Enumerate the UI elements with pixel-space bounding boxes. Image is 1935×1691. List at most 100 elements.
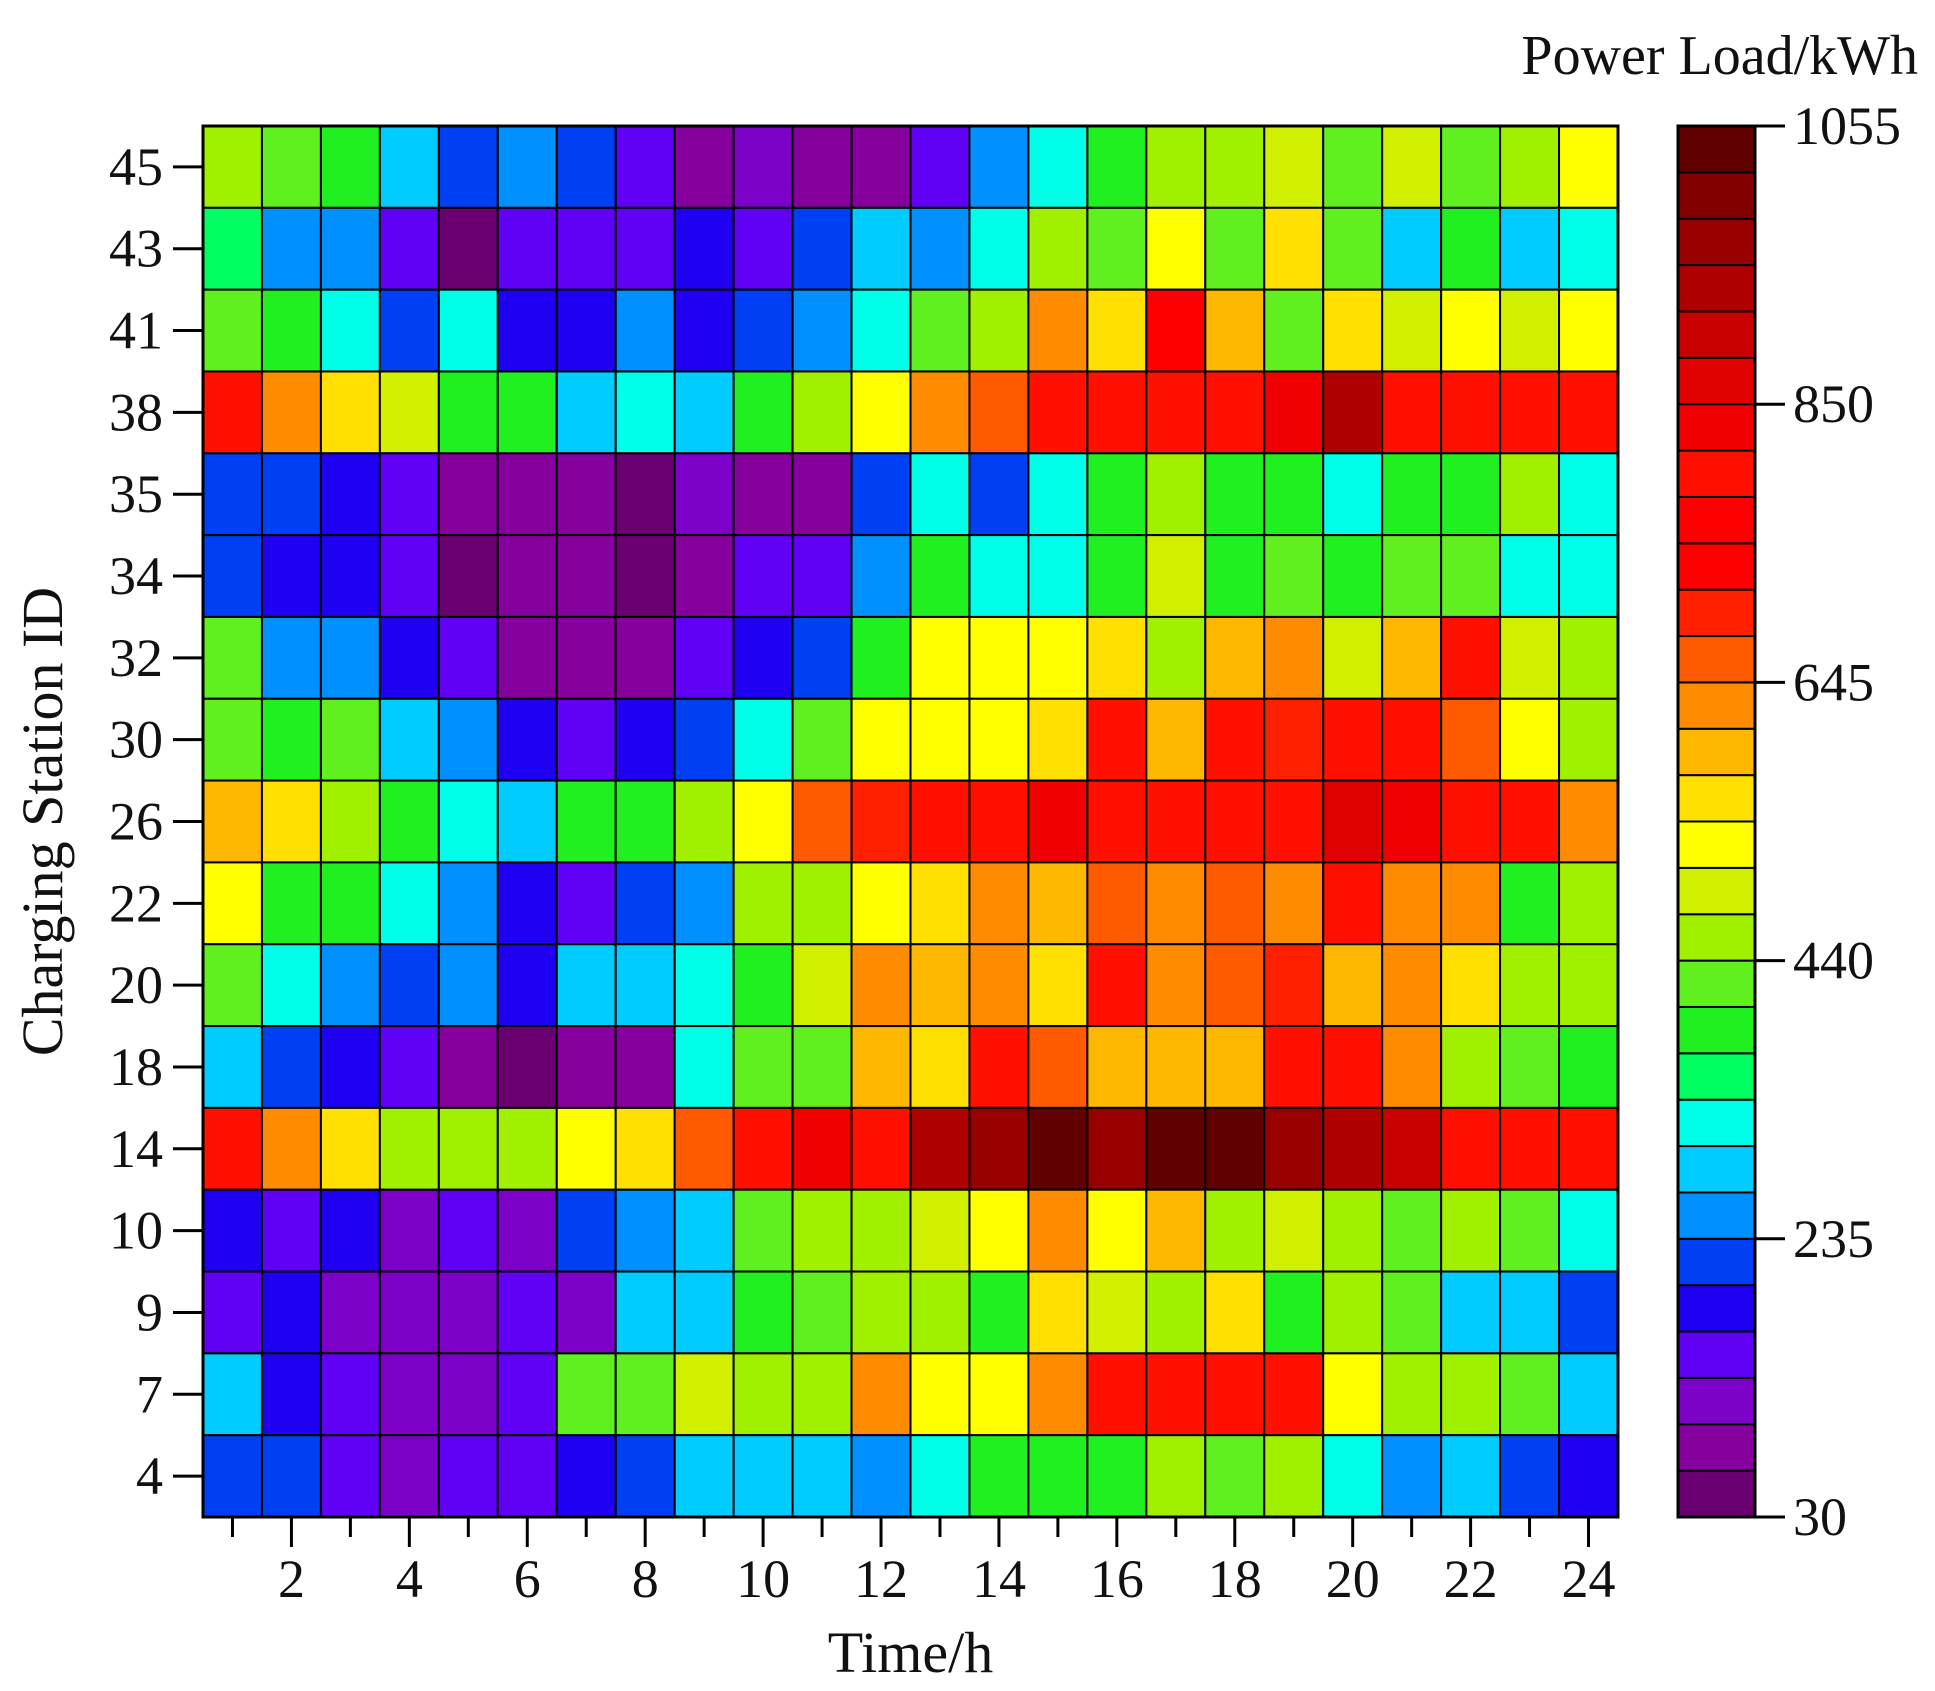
heatmap-cell: [614, 125, 676, 209]
heatmap-cell: [378, 861, 440, 946]
heatmap-cell: [850, 370, 912, 455]
heatmap-cell: [1263, 452, 1325, 537]
heatmap-cell: [614, 452, 676, 537]
x-tick-label: 16: [1090, 1549, 1144, 1609]
heatmap-cell: [378, 615, 440, 700]
colorbar-bin: [1677, 1098, 1756, 1148]
heatmap-cell: [732, 1270, 794, 1355]
heatmap-cell: [319, 615, 381, 700]
heatmap-cell: [1204, 1434, 1266, 1519]
y-tick-label: 41: [109, 301, 163, 361]
heatmap-cell: [614, 1270, 676, 1355]
heatmap-cell: [1027, 534, 1089, 618]
heatmap-cell: [1558, 861, 1619, 946]
heatmap-cell: [850, 861, 912, 946]
colorbar-bin: [1677, 1423, 1756, 1472]
heatmap-cell: [673, 1434, 735, 1519]
heatmap-cell: [437, 534, 499, 618]
heatmap-cell: [732, 943, 794, 1028]
heatmap-cell: [909, 697, 971, 782]
colorbar-tick-label: 235: [1793, 1209, 1874, 1269]
heatmap-cell: [1499, 1270, 1561, 1355]
colorbar-bin: [1677, 356, 1756, 406]
heatmap-cell: [1204, 779, 1266, 864]
heatmap-cell: [437, 1188, 499, 1273]
heatmap-cell: [791, 1270, 853, 1355]
heatmap-cell: [378, 1434, 440, 1519]
heatmap-cell: [1204, 697, 1266, 782]
colorbar-bin: [1677, 1052, 1756, 1101]
heatmap-cell: [850, 1106, 912, 1191]
heatmap-cell: [909, 370, 971, 455]
heatmap-cell: [791, 534, 853, 618]
y-tick-label: 9: [136, 1282, 163, 1342]
heatmap-cell: [437, 1270, 499, 1355]
heatmap-cell: [614, 1025, 676, 1109]
heatmap-cell: [1145, 452, 1207, 537]
heatmap-cell: [1322, 370, 1384, 455]
heatmap-cell: [319, 534, 381, 618]
heatmap-cell: [1381, 779, 1443, 864]
heatmap-cell: [1145, 1434, 1207, 1519]
y-tick-label: 14: [109, 1119, 163, 1179]
heatmap-cell: [1322, 1188, 1384, 1273]
heatmap-cell: [1499, 370, 1561, 455]
heatmap-cell: [437, 943, 499, 1028]
heatmap-cell: [378, 125, 440, 209]
colorbar-bin: [1677, 588, 1756, 638]
heatmap-cell: [791, 1434, 853, 1519]
heatmap-cell: [850, 697, 912, 782]
heatmap-cell: [555, 370, 617, 455]
colorbar-bin: [1677, 774, 1756, 823]
heatmap-cell: [909, 1270, 971, 1355]
heatmap-cell: [202, 615, 263, 700]
heatmap-cell: [1086, 288, 1148, 373]
heatmap-cell: [1027, 288, 1089, 373]
heatmap-cell: [968, 452, 1030, 537]
heatmap-cell: [378, 1188, 440, 1273]
heatmap-cell: [496, 861, 558, 946]
heatmap-cell: [319, 452, 381, 537]
heatmap-cell: [1381, 943, 1443, 1028]
heatmap-cell: [555, 943, 617, 1028]
heatmap-cell: [319, 370, 381, 455]
heatmap-cell: [1558, 1188, 1619, 1273]
heatmap-cell: [437, 370, 499, 455]
heatmap-cell: [1322, 452, 1384, 537]
heatmap-cell: [1086, 452, 1148, 537]
heatmap-cell: [1322, 779, 1384, 864]
heatmap-cell: [437, 615, 499, 700]
heatmap-cell: [555, 206, 617, 291]
heatmap-cell: [909, 615, 971, 700]
colorbar-bin: [1677, 1191, 1756, 1240]
colorbar-bin: [1677, 959, 1756, 1008]
heatmap-cell: [673, 943, 735, 1028]
heatmap-cell: [555, 288, 617, 373]
y-tick-label: 30: [109, 710, 163, 770]
heatmap-cell: [1322, 1352, 1384, 1437]
heatmap-cell: [1263, 534, 1325, 618]
heatmap-cell: [968, 943, 1030, 1028]
heatmap-cell: [1086, 1106, 1148, 1191]
colorbar-bin: [1677, 681, 1756, 730]
heatmap-cell: [496, 697, 558, 782]
heatmap-cell: [496, 452, 558, 537]
heatmap-cell: [1263, 779, 1325, 864]
heatmap-cell: [850, 615, 912, 700]
heatmap-cell: [673, 370, 735, 455]
heatmap-cell: [496, 125, 558, 209]
heatmap-cell: [1086, 943, 1148, 1028]
heatmap-cell: [496, 943, 558, 1028]
y-tick-label: 20: [109, 955, 163, 1015]
heatmap-cell: [1499, 861, 1561, 946]
heatmap-cell: [1558, 370, 1619, 455]
heatmap-cell: [909, 943, 971, 1028]
heatmap-cell: [260, 1270, 322, 1355]
heatmap-cell: [1027, 1025, 1089, 1109]
heatmap-cell: [1381, 615, 1443, 700]
heatmap-cell: [1263, 206, 1325, 291]
heatmap-cell: [1086, 206, 1148, 291]
heatmap-cell: [437, 1106, 499, 1191]
heatmap-cell: [614, 288, 676, 373]
heatmap-cell: [1499, 1188, 1561, 1273]
